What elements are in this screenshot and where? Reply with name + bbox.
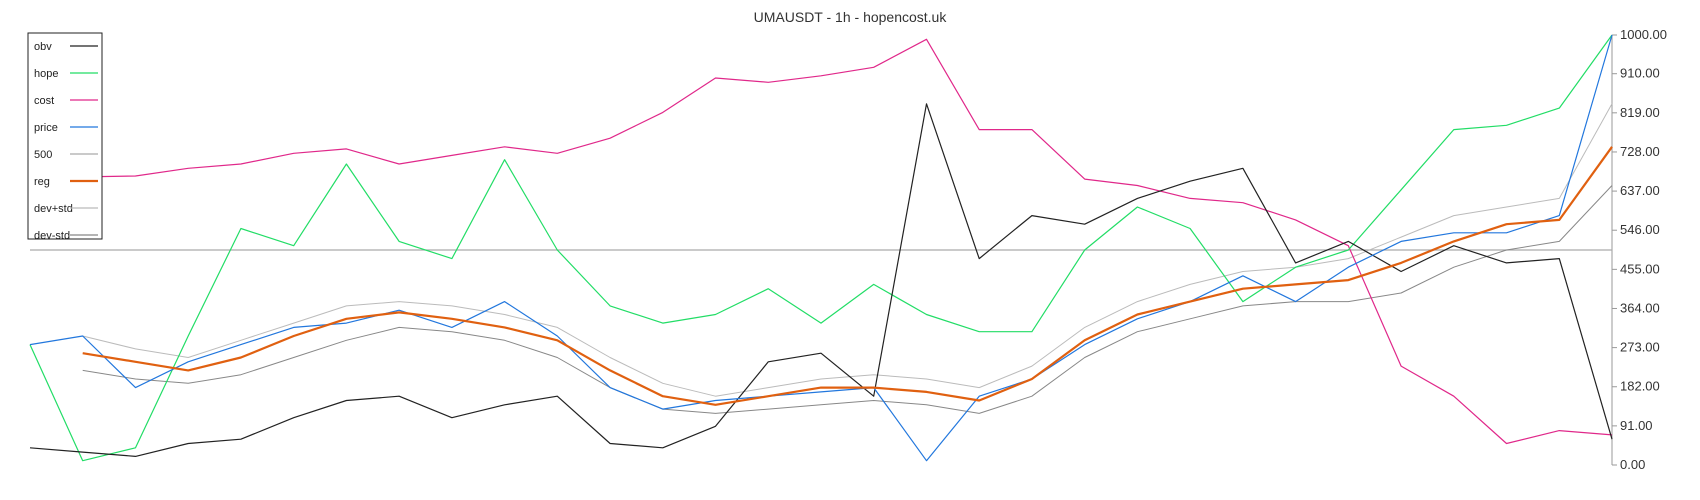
series-line-reg: [82, 146, 1613, 406]
legend-label: dev+std: [34, 203, 73, 215]
legend-box: [27, 32, 103, 240]
y-tick-label: 455.00: [1620, 261, 1660, 276]
y-tick-label: 0.00: [1620, 457, 1645, 472]
y-tick-label: 1000.00: [1620, 27, 1667, 42]
series-line-dev+std: [82, 103, 1613, 397]
y-tick-label: 546.00: [1620, 222, 1660, 237]
series-line-hope: [29, 34, 1613, 462]
series-layer: [29, 34, 1613, 462]
series-line-price: [29, 34, 1613, 462]
series-line-obv: [29, 103, 1613, 457]
legend-label: hope: [34, 68, 58, 80]
legend-label: dev-std: [34, 230, 70, 242]
y-tick-label: 91.00: [1620, 418, 1653, 433]
y-tick-label: 637.00: [1620, 183, 1660, 198]
chart-title: UMAUSDT - 1h - hopencost.uk: [754, 9, 948, 25]
legend-label: 500: [34, 149, 52, 161]
y-tick-label: 910.00: [1620, 66, 1660, 81]
legend-label: obv: [34, 41, 52, 53]
y-tick-label: 364.00: [1620, 300, 1660, 315]
legend-label: price: [34, 122, 58, 134]
y-tick-label: 819.00: [1620, 105, 1660, 120]
y-tick-label: 273.00: [1620, 340, 1660, 355]
y-tick-label: 182.00: [1620, 379, 1660, 394]
legend: obv hope cost price 500 reg dev+std dev-std: [27, 32, 103, 242]
series-line-dev-std: [82, 185, 1613, 414]
legend-label: cost: [34, 95, 54, 107]
legend-label: reg: [34, 176, 50, 188]
series-line-cost: [29, 38, 1613, 445]
y-tick-label: 728.00: [1620, 144, 1660, 159]
y-axis: 0.00 91.00 182.00 273.00 364.00 455.00 546.00 6…: [1611, 27, 1667, 472]
